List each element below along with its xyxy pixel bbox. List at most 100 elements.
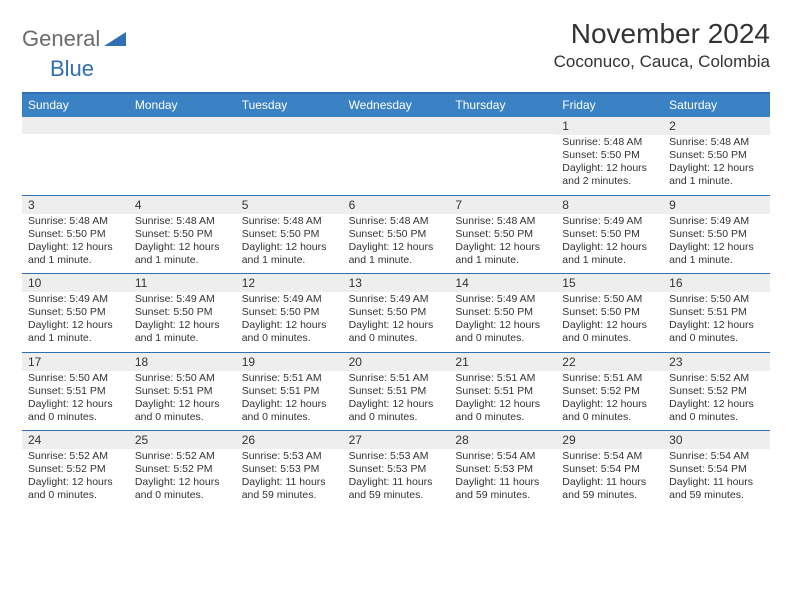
- sunset-text: Sunset: 5:50 PM: [28, 228, 123, 241]
- day-cell: 7Sunrise: 5:48 AMSunset: 5:50 PMDaylight…: [449, 196, 556, 274]
- sunset-text: Sunset: 5:50 PM: [455, 306, 550, 319]
- day-cell: [22, 117, 129, 195]
- sunrise-text: Sunrise: 5:48 AM: [242, 215, 337, 228]
- sunrise-text: Sunrise: 5:49 AM: [562, 215, 657, 228]
- sunrise-text: Sunrise: 5:50 AM: [669, 293, 764, 306]
- day-details: Sunrise: 5:54 AMSunset: 5:54 PMDaylight:…: [663, 449, 770, 509]
- sunrise-text: Sunrise: 5:53 AM: [242, 450, 337, 463]
- weekday-header: Sunday Monday Tuesday Wednesday Thursday…: [22, 94, 770, 117]
- daylight-text: Daylight: 12 hours and 1 minute.: [28, 241, 123, 267]
- sunset-text: Sunset: 5:50 PM: [242, 306, 337, 319]
- daylight-text: Daylight: 11 hours and 59 minutes.: [669, 476, 764, 502]
- sunrise-text: Sunrise: 5:52 AM: [135, 450, 230, 463]
- day-details: Sunrise: 5:51 AMSunset: 5:51 PMDaylight:…: [343, 371, 450, 431]
- weekday-tue: Tuesday: [236, 94, 343, 117]
- day-cell: 29Sunrise: 5:54 AMSunset: 5:54 PMDayligh…: [556, 431, 663, 509]
- sunrise-text: Sunrise: 5:50 AM: [28, 372, 123, 385]
- day-number: 19: [236, 353, 343, 371]
- day-details: Sunrise: 5:50 AMSunset: 5:50 PMDaylight:…: [556, 292, 663, 352]
- week-row: 24Sunrise: 5:52 AMSunset: 5:52 PMDayligh…: [22, 430, 770, 509]
- day-details: Sunrise: 5:52 AMSunset: 5:52 PMDaylight:…: [22, 449, 129, 509]
- day-details: Sunrise: 5:48 AMSunset: 5:50 PMDaylight:…: [236, 214, 343, 274]
- daylight-text: Daylight: 12 hours and 0 minutes.: [28, 398, 123, 424]
- day-number: 24: [22, 431, 129, 449]
- sunrise-text: Sunrise: 5:48 AM: [669, 136, 764, 149]
- sunset-text: Sunset: 5:51 PM: [349, 385, 444, 398]
- sunset-text: Sunset: 5:50 PM: [562, 228, 657, 241]
- day-details: Sunrise: 5:50 AMSunset: 5:51 PMDaylight:…: [129, 371, 236, 431]
- day-number: 27: [343, 431, 450, 449]
- daylight-text: Daylight: 12 hours and 0 minutes.: [455, 319, 550, 345]
- weekday-mon: Monday: [129, 94, 236, 117]
- day-cell: [129, 117, 236, 195]
- day-empty: [449, 134, 556, 188]
- daylight-text: Daylight: 11 hours and 59 minutes.: [349, 476, 444, 502]
- day-number: 12: [236, 274, 343, 292]
- sunset-text: Sunset: 5:54 PM: [669, 463, 764, 476]
- day-cell: 10Sunrise: 5:49 AMSunset: 5:50 PMDayligh…: [22, 274, 129, 352]
- sunrise-text: Sunrise: 5:54 AM: [562, 450, 657, 463]
- sunset-text: Sunset: 5:50 PM: [349, 228, 444, 241]
- sunrise-text: Sunrise: 5:50 AM: [135, 372, 230, 385]
- daylight-text: Daylight: 12 hours and 1 minute.: [135, 241, 230, 267]
- day-details: Sunrise: 5:52 AMSunset: 5:52 PMDaylight:…: [663, 371, 770, 431]
- day-number: 7: [449, 196, 556, 214]
- sunrise-text: Sunrise: 5:48 AM: [28, 215, 123, 228]
- sunset-text: Sunset: 5:50 PM: [562, 306, 657, 319]
- day-cell: 28Sunrise: 5:54 AMSunset: 5:53 PMDayligh…: [449, 431, 556, 509]
- day-empty: [236, 134, 343, 188]
- day-details: Sunrise: 5:49 AMSunset: 5:50 PMDaylight:…: [663, 214, 770, 274]
- day-cell: 25Sunrise: 5:52 AMSunset: 5:52 PMDayligh…: [129, 431, 236, 509]
- daylight-text: Daylight: 12 hours and 0 minutes.: [349, 319, 444, 345]
- sunrise-text: Sunrise: 5:48 AM: [349, 215, 444, 228]
- day-details: Sunrise: 5:50 AMSunset: 5:51 PMDaylight:…: [663, 292, 770, 352]
- day-cell: 23Sunrise: 5:52 AMSunset: 5:52 PMDayligh…: [663, 353, 770, 431]
- sunset-text: Sunset: 5:50 PM: [28, 306, 123, 319]
- day-details: Sunrise: 5:49 AMSunset: 5:50 PMDaylight:…: [343, 292, 450, 352]
- day-number: 20: [343, 353, 450, 371]
- day-number: [449, 117, 556, 134]
- week-row: 3Sunrise: 5:48 AMSunset: 5:50 PMDaylight…: [22, 195, 770, 274]
- weekday-thu: Thursday: [449, 94, 556, 117]
- day-cell: 19Sunrise: 5:51 AMSunset: 5:51 PMDayligh…: [236, 353, 343, 431]
- sunset-text: Sunset: 5:50 PM: [349, 306, 444, 319]
- day-number: 18: [129, 353, 236, 371]
- weekday-sun: Sunday: [22, 94, 129, 117]
- day-details: Sunrise: 5:49 AMSunset: 5:50 PMDaylight:…: [556, 214, 663, 274]
- day-cell: 15Sunrise: 5:50 AMSunset: 5:50 PMDayligh…: [556, 274, 663, 352]
- sunrise-text: Sunrise: 5:49 AM: [669, 215, 764, 228]
- sunset-text: Sunset: 5:53 PM: [242, 463, 337, 476]
- title-block: November 2024 Coconuco, Cauca, Colombia: [554, 18, 770, 72]
- day-number: 2: [663, 117, 770, 135]
- sunrise-text: Sunrise: 5:51 AM: [455, 372, 550, 385]
- sunrise-text: Sunrise: 5:49 AM: [135, 293, 230, 306]
- day-cell: 22Sunrise: 5:51 AMSunset: 5:52 PMDayligh…: [556, 353, 663, 431]
- day-details: Sunrise: 5:54 AMSunset: 5:53 PMDaylight:…: [449, 449, 556, 509]
- sunrise-text: Sunrise: 5:54 AM: [455, 450, 550, 463]
- sunset-text: Sunset: 5:52 PM: [562, 385, 657, 398]
- day-cell: 24Sunrise: 5:52 AMSunset: 5:52 PMDayligh…: [22, 431, 129, 509]
- sunset-text: Sunset: 5:50 PM: [562, 149, 657, 162]
- sunset-text: Sunset: 5:50 PM: [242, 228, 337, 241]
- day-details: Sunrise: 5:54 AMSunset: 5:54 PMDaylight:…: [556, 449, 663, 509]
- daylight-text: Daylight: 12 hours and 0 minutes.: [135, 398, 230, 424]
- sunrise-text: Sunrise: 5:49 AM: [28, 293, 123, 306]
- daylight-text: Daylight: 12 hours and 1 minute.: [135, 319, 230, 345]
- day-cell: 14Sunrise: 5:49 AMSunset: 5:50 PMDayligh…: [449, 274, 556, 352]
- day-empty: [22, 134, 129, 188]
- daylight-text: Daylight: 11 hours and 59 minutes.: [562, 476, 657, 502]
- day-details: Sunrise: 5:48 AMSunset: 5:50 PMDaylight:…: [22, 214, 129, 274]
- sunrise-text: Sunrise: 5:51 AM: [242, 372, 337, 385]
- brand-logo: General: [22, 18, 128, 52]
- day-details: Sunrise: 5:49 AMSunset: 5:50 PMDaylight:…: [449, 292, 556, 352]
- sunrise-text: Sunrise: 5:48 AM: [562, 136, 657, 149]
- sunrise-text: Sunrise: 5:51 AM: [349, 372, 444, 385]
- day-details: Sunrise: 5:51 AMSunset: 5:52 PMDaylight:…: [556, 371, 663, 431]
- day-number: 8: [556, 196, 663, 214]
- day-number: [236, 117, 343, 134]
- day-number: 25: [129, 431, 236, 449]
- day-details: Sunrise: 5:48 AMSunset: 5:50 PMDaylight:…: [343, 214, 450, 274]
- day-number: 6: [343, 196, 450, 214]
- day-number: [129, 117, 236, 134]
- day-number: 28: [449, 431, 556, 449]
